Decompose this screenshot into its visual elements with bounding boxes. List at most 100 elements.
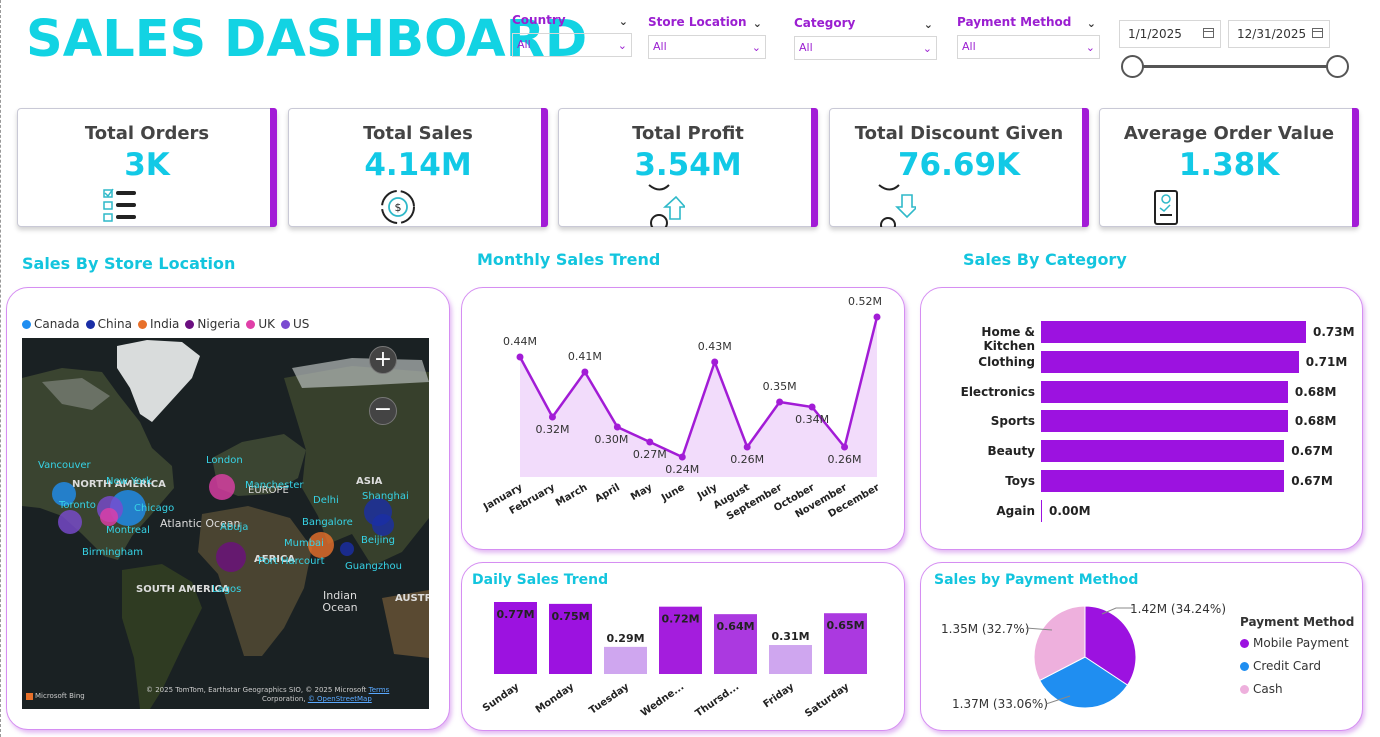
- map-bubble-uk[interactable]: [100, 508, 118, 526]
- monthly-point[interactable]: [711, 358, 719, 366]
- daily-bar[interactable]: [714, 614, 757, 674]
- payment-method-pie[interactable]: [1030, 602, 1140, 712]
- discount-down-icon: [878, 184, 916, 227]
- monthly-point[interactable]: [548, 413, 556, 421]
- monthly-point[interactable]: [743, 443, 751, 451]
- bing-logo: Microsoft Bing: [26, 692, 85, 700]
- monthly-sales-chart[interactable]: 0.44MJanuary0.32MFebruary0.41MMarch0.30M…: [461, 287, 905, 550]
- monthly-point[interactable]: [808, 403, 816, 411]
- filter-payment-method[interactable]: Payment Method ⌄ All ⌄: [957, 12, 1100, 59]
- monthly-point[interactable]: [646, 438, 654, 446]
- date-start-input[interactable]: 1/1/2025: [1119, 20, 1221, 48]
- daily-data-label: 0.64M: [716, 620, 754, 633]
- zoom-out-button[interactable]: −: [369, 397, 397, 425]
- daily-bar[interactable]: [604, 646, 647, 674]
- chevron-down-icon[interactable]: ⌄: [618, 15, 628, 28]
- daily-x-tick: Sunday: [481, 681, 522, 714]
- legend-swatch: [1240, 638, 1249, 648]
- section-title-category: Sales By Category: [963, 250, 1127, 269]
- payment-legend-item[interactable]: Cash: [1240, 682, 1283, 696]
- monthly-data-label: 0.34M: [795, 413, 829, 426]
- daily-bar[interactable]: [659, 606, 702, 674]
- category-data-label: 0.67M: [1291, 444, 1333, 459]
- legend-swatch: [1240, 684, 1249, 694]
- ocean-label: Atlantic Ocean: [160, 517, 241, 530]
- category-label: Sports: [990, 414, 1035, 429]
- filter-category[interactable]: Category ⌄ All ⌄: [794, 13, 937, 60]
- chevron-down-icon[interactable]: ⌄: [923, 18, 933, 31]
- city-label: Mumbai: [284, 538, 324, 549]
- monthly-point[interactable]: [516, 353, 524, 361]
- pie-leader-line: [1101, 607, 1134, 615]
- chevron-down-icon[interactable]: ⌄: [752, 17, 762, 30]
- legend-item[interactable]: Nigeria: [185, 317, 240, 331]
- monthly-x-tick: May: [629, 482, 655, 503]
- legend-item[interactable]: India: [137, 317, 179, 331]
- category-bar[interactable]: [1041, 410, 1288, 433]
- monthly-data-label: 0.27M: [633, 448, 667, 461]
- pie-leader-line: [1045, 695, 1071, 705]
- monthly-line: [518, 316, 879, 459]
- filter-country[interactable]: Country ⌄ All ⌄: [512, 10, 632, 57]
- date-range-slider-track[interactable]: [1133, 65, 1337, 68]
- calendar-icon[interactable]: [1203, 28, 1214, 38]
- chevron-down-icon: ⌄: [922, 42, 932, 55]
- filter-store-location[interactable]: Store Location ⌄ All ⌄: [648, 12, 766, 59]
- daily-bar[interactable]: [549, 603, 592, 674]
- monthly-point[interactable]: [581, 368, 589, 376]
- monthly-data-label: 0.32M: [535, 423, 569, 436]
- category-bar[interactable]: [1041, 321, 1306, 343]
- filter-select[interactable]: All ⌄: [512, 33, 632, 57]
- legend-item[interactable]: US: [281, 317, 309, 331]
- calendar-icon[interactable]: [1312, 28, 1323, 38]
- payment-legend-item[interactable]: Credit Card: [1240, 659, 1321, 673]
- date-end-input[interactable]: 12/31/2025: [1228, 20, 1330, 48]
- filter-select[interactable]: All ⌄: [794, 36, 937, 60]
- terms-link[interactable]: Terms: [368, 686, 390, 694]
- map-bubble-canada[interactable]: [52, 482, 76, 506]
- monthly-point[interactable]: [678, 453, 686, 461]
- legend-item[interactable]: UK: [246, 317, 275, 331]
- daily-bar[interactable]: [769, 645, 812, 674]
- category-bar[interactable]: [1041, 499, 1042, 522]
- city-label: Bangalore: [302, 517, 353, 528]
- date-range-start-handle[interactable]: [1121, 55, 1144, 78]
- monthly-data-label: 0.26M: [730, 453, 764, 466]
- legend-swatch: [185, 319, 195, 329]
- pie-slice[interactable]: [1039, 656, 1129, 709]
- category-bar[interactable]: [1041, 350, 1299, 373]
- filter-select[interactable]: All ⌄: [957, 35, 1100, 59]
- pie-slice[interactable]: [1033, 605, 1086, 682]
- monthly-point[interactable]: [776, 398, 784, 406]
- store-location-map[interactable]: + − NORTH AMERICA EUROPE ASIA AFRICA SOU…: [22, 338, 429, 709]
- chevron-down-icon[interactable]: ⌄: [1086, 17, 1096, 30]
- daily-bar[interactable]: [824, 613, 867, 674]
- category-bar[interactable]: [1041, 470, 1285, 492]
- monthly-point[interactable]: [873, 313, 881, 321]
- payment-legend-item[interactable]: Mobile Payment: [1240, 636, 1349, 650]
- filter-select[interactable]: All ⌄: [648, 35, 766, 59]
- category-bar[interactable]: [1041, 440, 1285, 463]
- date-range-end-handle[interactable]: [1326, 55, 1349, 78]
- map-bubble-india[interactable]: [308, 532, 334, 558]
- kpi-title: Total Sales: [363, 123, 473, 144]
- daily-bar[interactable]: [494, 602, 537, 674]
- legend-item[interactable]: Canada: [22, 317, 80, 331]
- filter-label: Payment Method: [957, 15, 1072, 29]
- daily-sales-chart[interactable]: 0.77M Sunday 0.75M Monday 0.29M Tuesday 0.72M W…: [461, 562, 905, 731]
- monthly-point[interactable]: [613, 423, 621, 431]
- category-bar[interactable]: [1041, 380, 1288, 403]
- monthly-point[interactable]: [841, 443, 849, 451]
- map-bubble-nigeria[interactable]: [216, 542, 246, 572]
- map-bubble-us[interactable]: [58, 510, 82, 534]
- map-bubble-china[interactable]: [340, 542, 354, 556]
- category-label: Electronics: [960, 384, 1035, 399]
- legend-item[interactable]: China: [85, 317, 132, 331]
- osm-link[interactable]: © OpenStreetMap: [307, 695, 372, 703]
- map-bubble-uk[interactable]: [209, 474, 235, 500]
- kpi-title: Total Profit: [632, 123, 744, 144]
- map-bubble-china[interactable]: [372, 514, 394, 536]
- map-legend: Canada China India Nigeria UK US: [22, 317, 309, 331]
- category-data-label: 0.00M: [1049, 503, 1091, 518]
- zoom-in-button[interactable]: +: [369, 346, 397, 374]
